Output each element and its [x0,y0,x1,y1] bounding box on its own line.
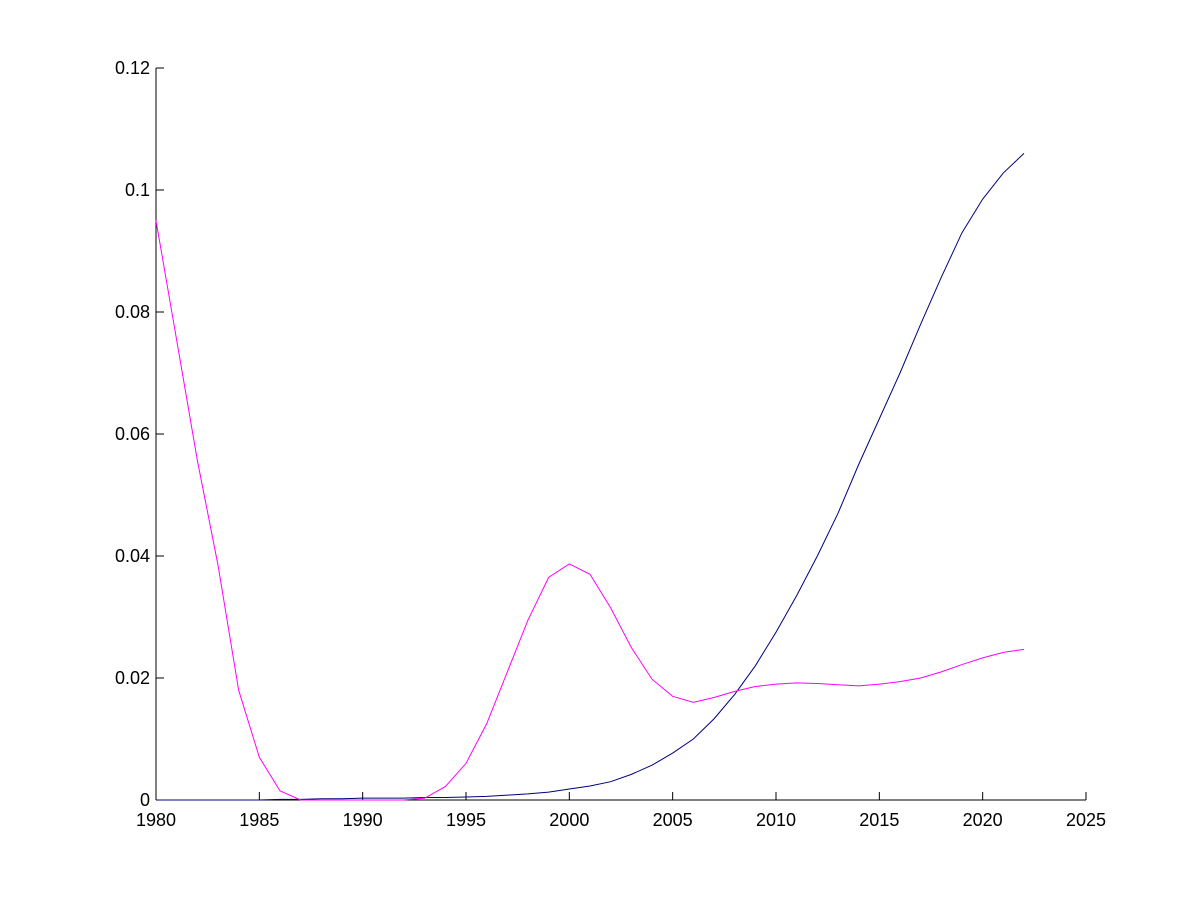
x-tick-label: 1985 [239,810,279,830]
x-tick-label: 1990 [343,810,383,830]
y-tick-label: 0.12 [115,58,150,78]
series-line [156,153,1025,801]
x-tick-label: 2010 [756,810,796,830]
y-tick-label: 0.1 [125,180,150,200]
x-tick-label: 2015 [859,810,899,830]
y-tick-label: 0.04 [115,546,150,566]
x-tick-label: 1980 [136,810,176,830]
y-tick-label: 0.02 [115,668,150,688]
y-tick-label: 0.08 [115,302,150,322]
y-tick-label: 0.06 [115,424,150,444]
series-line [155,220,1025,801]
x-tick-label: 2005 [653,810,693,830]
x-tick-label: 2025 [1066,810,1106,830]
y-tick-label: 0 [140,790,150,810]
x-tick-label: 1995 [446,810,486,830]
x-tick-label: 2020 [963,810,1003,830]
x-tick-label: 2000 [549,810,589,830]
